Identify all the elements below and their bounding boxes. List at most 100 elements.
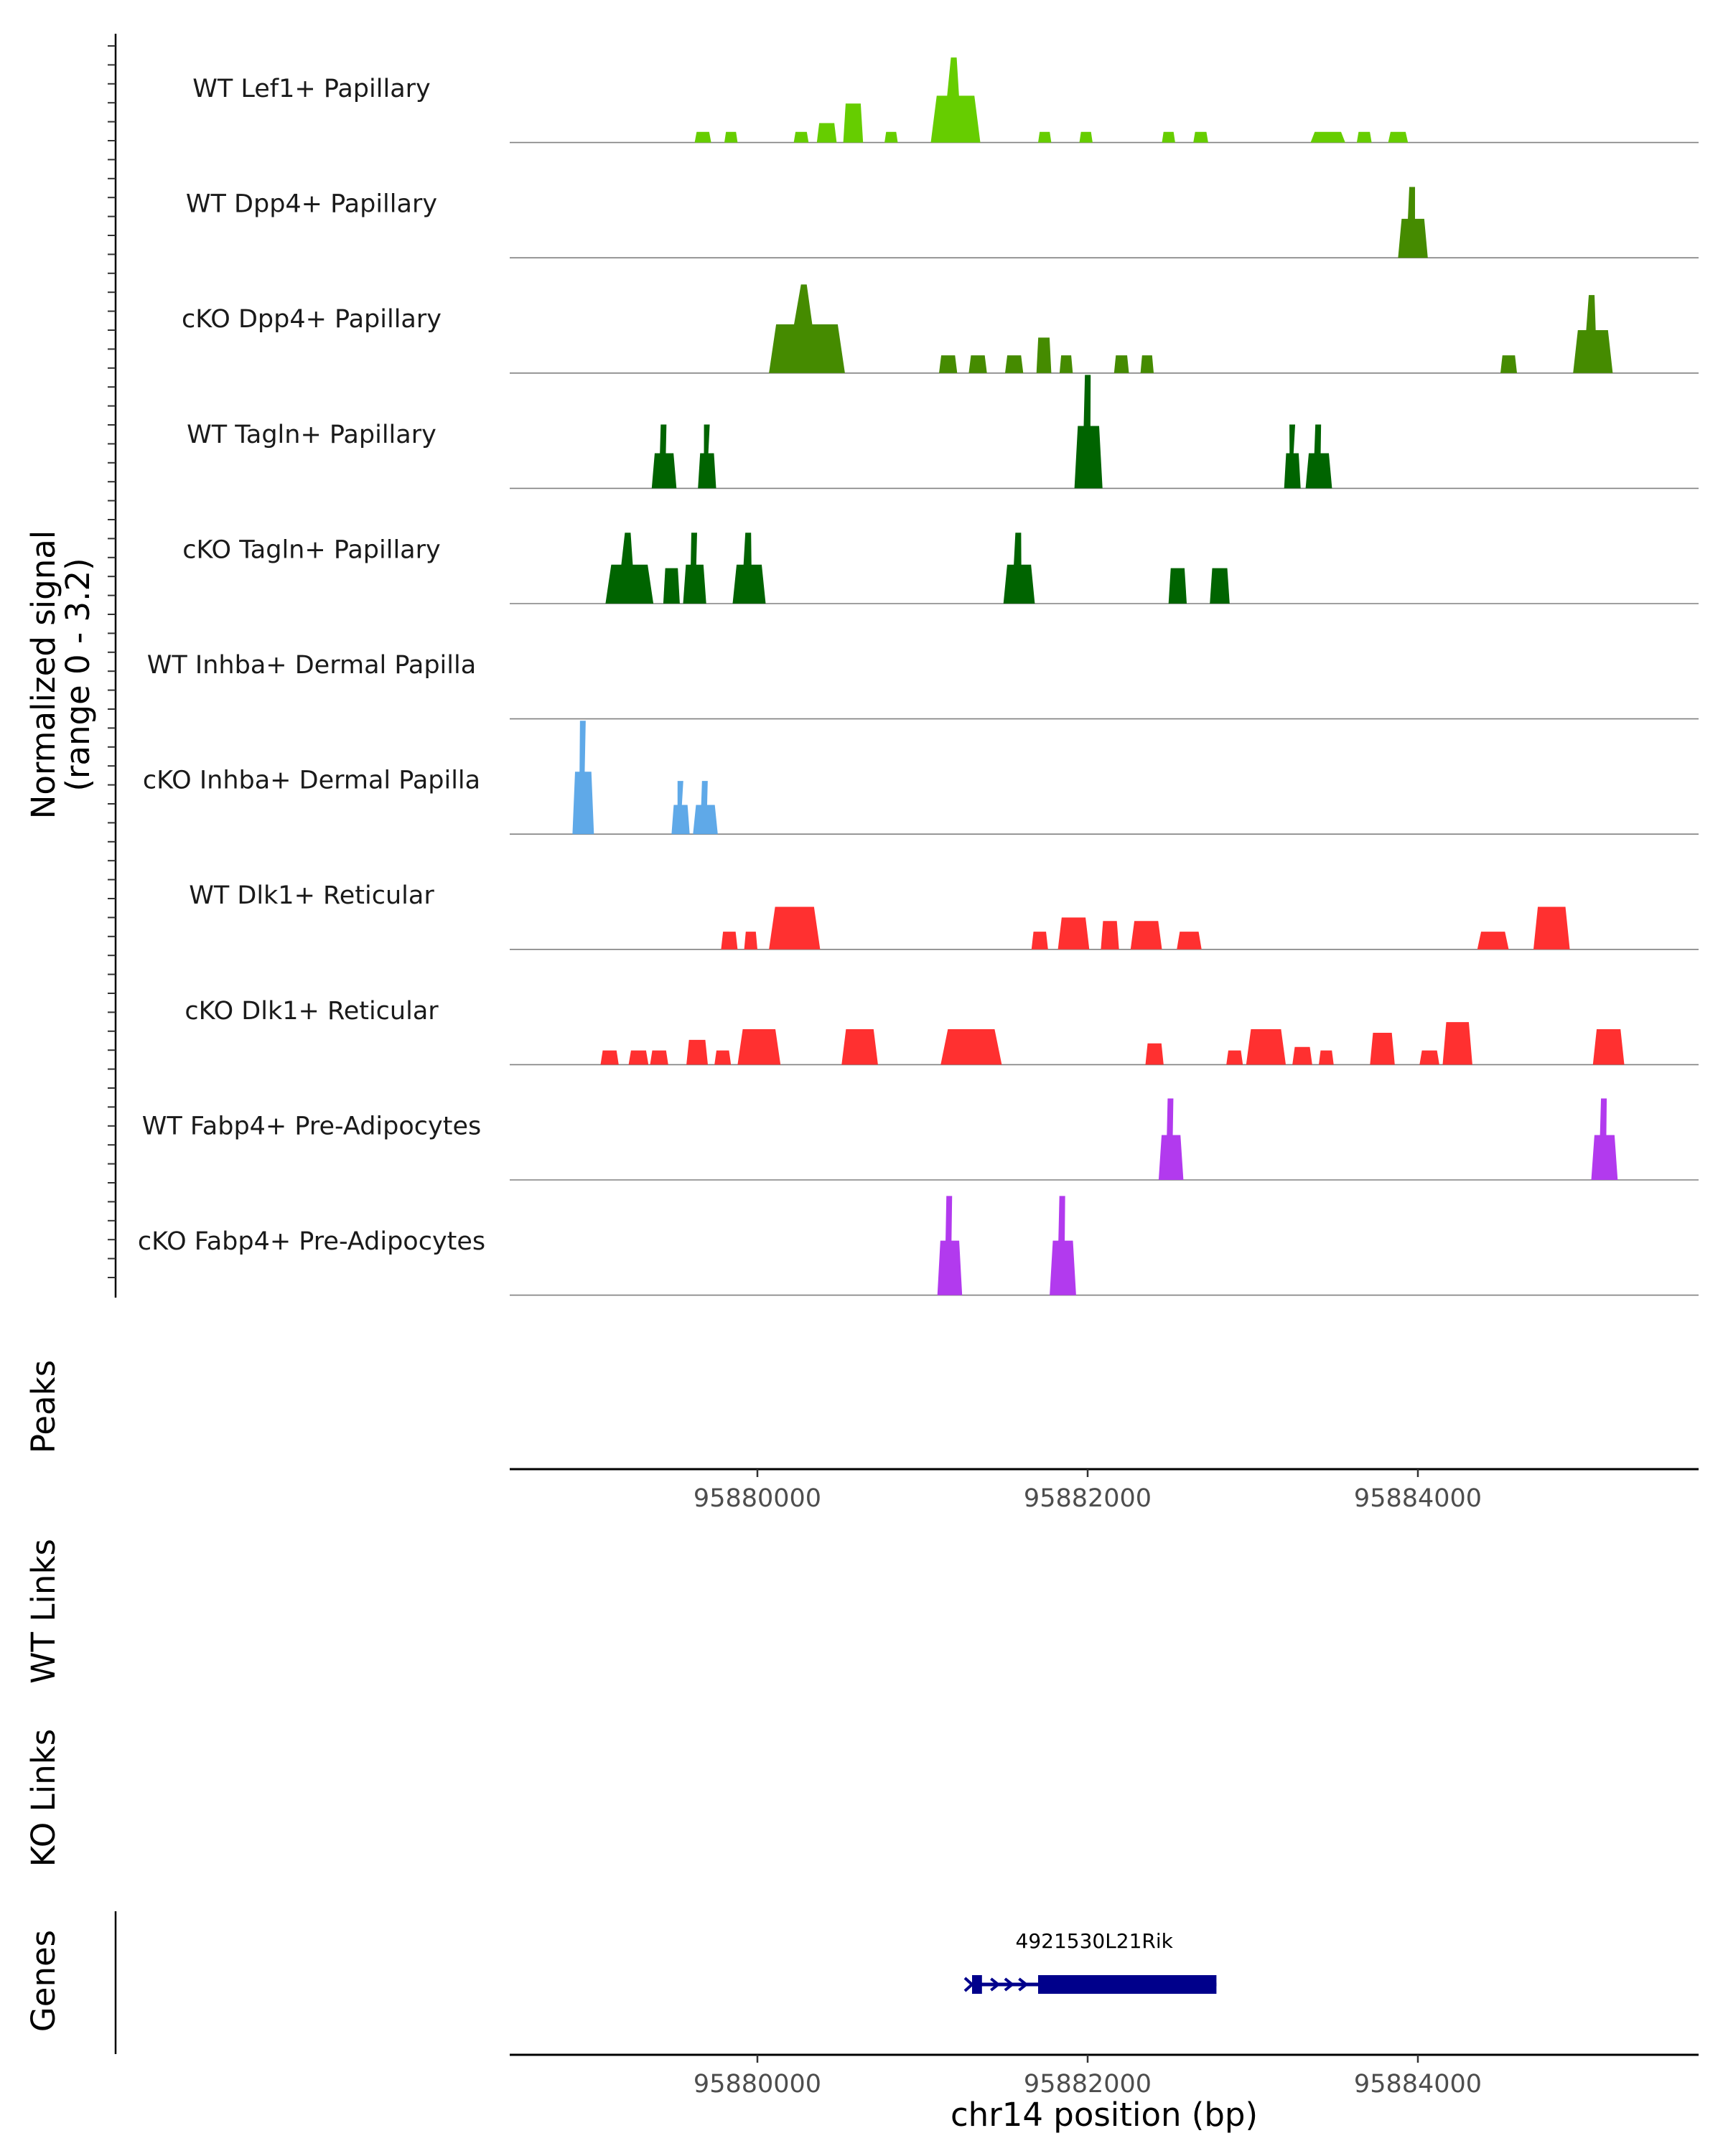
gene-exon [1038, 1975, 1217, 1994]
coverage-peak [1050, 1196, 1076, 1295]
track-label: cKO Fabp4+ Pre-Adipocytes [138, 1227, 485, 1256]
coverage-peak [737, 1029, 781, 1065]
coverage-peak [841, 1029, 878, 1065]
track-label: cKO Tagln+ Papillary [182, 535, 441, 564]
x-axis-tick-label: 95880000 [694, 1484, 821, 1513]
coverage-peak [671, 781, 690, 835]
gene-strand-arrow [1004, 1977, 1015, 1992]
coverage-peak [1210, 568, 1230, 604]
coverage-peak [1246, 1029, 1286, 1065]
coverage-peak [1442, 1022, 1472, 1065]
coverage-peak [1145, 1043, 1164, 1065]
track-label: WT Fabp4+ Pre-Adipocytes [142, 1112, 481, 1140]
gene-exon [972, 1975, 982, 1994]
track-label: WT Tagln+ Papillary [187, 421, 436, 449]
coverage-peak [1226, 1050, 1243, 1065]
gene-strand-arrow [990, 1977, 1001, 1992]
coverage-peak [721, 932, 738, 950]
coverage-peak [1388, 131, 1409, 143]
coverage-peak [1079, 131, 1093, 143]
coverage-peak [937, 1196, 963, 1295]
coverage-peak [1162, 131, 1175, 143]
track-label: WT Inhba+ Dermal Papilla [147, 651, 476, 680]
coverage-peak [1356, 131, 1372, 143]
coverage-peak [724, 131, 738, 143]
gene-track: 4921530L21Rik [963, 1929, 1217, 1994]
coverage-peak [793, 131, 809, 143]
coverage-peak [663, 568, 680, 604]
track-label: WT Lef1+ Papillary [192, 75, 431, 103]
track-label: cKO Dlk1+ Reticular [185, 997, 439, 1026]
coverage-peak [1057, 917, 1090, 950]
track-label: cKO Inhba+ Dermal Papilla [143, 767, 480, 795]
coverage-tracks: WT Lef1+ Papillary WT Dpp4+ Papillary cKO … [138, 57, 1699, 1296]
coverage-peak [1003, 533, 1035, 604]
coverage-peak [1370, 1032, 1395, 1065]
peaks-panel-label: Peaks [24, 1360, 62, 1453]
coverage-peak [572, 721, 594, 835]
coverage-peak [816, 123, 837, 143]
coverage-peak [843, 103, 864, 143]
coverage-peak [1059, 355, 1073, 373]
coverage-peak [1573, 295, 1613, 373]
x-axis-tick-label: 95884000 [1354, 1484, 1482, 1513]
coverage-peak [1193, 131, 1208, 143]
coverage-peak [686, 1039, 708, 1065]
coverage-peak [1130, 921, 1162, 950]
signal-axis-range-label: (range 0 - 3.2) [59, 558, 97, 791]
coverage-peak [1036, 337, 1052, 373]
coverage-peak [1101, 921, 1119, 950]
coverage-peak [1140, 355, 1154, 373]
coverage-peak [968, 355, 987, 373]
coverage-peak [1168, 568, 1187, 604]
coverage-peak [694, 131, 711, 143]
wt-links-panel-label: WT Links [24, 1539, 62, 1684]
coverage-peak [1398, 187, 1428, 258]
signal-y-axis-ticks [108, 45, 116, 1278]
coverage-peak [605, 533, 654, 604]
gene-strand-arrow [1018, 1977, 1029, 1992]
coverage-peak [1319, 1050, 1334, 1065]
coverage-peak [1005, 355, 1024, 373]
genome-x-axis-title: chr14 position (bp) [951, 2096, 1258, 2134]
coverage-peak [1500, 355, 1517, 373]
coverage-peak [1031, 932, 1048, 950]
x-axis-tick-label: 95882000 [1024, 1484, 1152, 1513]
coverage-peak [1074, 375, 1103, 489]
coverage-peak [939, 355, 958, 373]
ko-links-panel-label: KO Links [24, 1729, 62, 1867]
track-label: WT Dlk1+ Reticular [189, 881, 434, 910]
coverage-peak [930, 57, 981, 143]
coverage-peak [1592, 1029, 1625, 1065]
x-axis-tick-label: 95880000 [694, 2070, 821, 2099]
coverage-peak [1158, 1098, 1184, 1180]
coverage-peak [1038, 131, 1052, 143]
gene-strand-arrow [963, 1977, 974, 1992]
coverage-peak [714, 1050, 732, 1065]
coverage-peak [1533, 906, 1570, 950]
coverage-peak [744, 932, 757, 950]
coverage-peak [1292, 1046, 1312, 1065]
coverage-peak [1310, 131, 1345, 143]
peaks-x-axis-ticks: 95880000 95882000 95884000 [694, 1469, 1482, 1513]
signal-axis-label: Normalized signal [24, 530, 62, 820]
genes-panel-label: Genes [24, 1930, 62, 2032]
coverage-peak [769, 906, 821, 950]
coverage-peak [683, 533, 706, 604]
gene-name-label: 4921530L21Rik [1016, 1929, 1174, 1953]
track-label: cKO Dpp4+ Papillary [182, 305, 442, 334]
coverage-peak [650, 1050, 668, 1065]
coverage-peak [940, 1029, 1002, 1065]
coverage-peak [1477, 932, 1509, 950]
coverage-peak [651, 424, 677, 489]
track-label: WT Dpp4+ Papillary [186, 190, 437, 219]
coverage-peak [1419, 1050, 1439, 1065]
coverage-peak [693, 781, 718, 835]
coverage-peak [1284, 424, 1301, 489]
coverage-peak [628, 1050, 649, 1065]
genome-x-axis-ticks: 95880000 95882000 95884000 [694, 2055, 1482, 2099]
x-axis-tick-label: 95884000 [1354, 2070, 1482, 2099]
coverage-peak [1113, 355, 1129, 373]
coverage-peak [600, 1050, 619, 1065]
